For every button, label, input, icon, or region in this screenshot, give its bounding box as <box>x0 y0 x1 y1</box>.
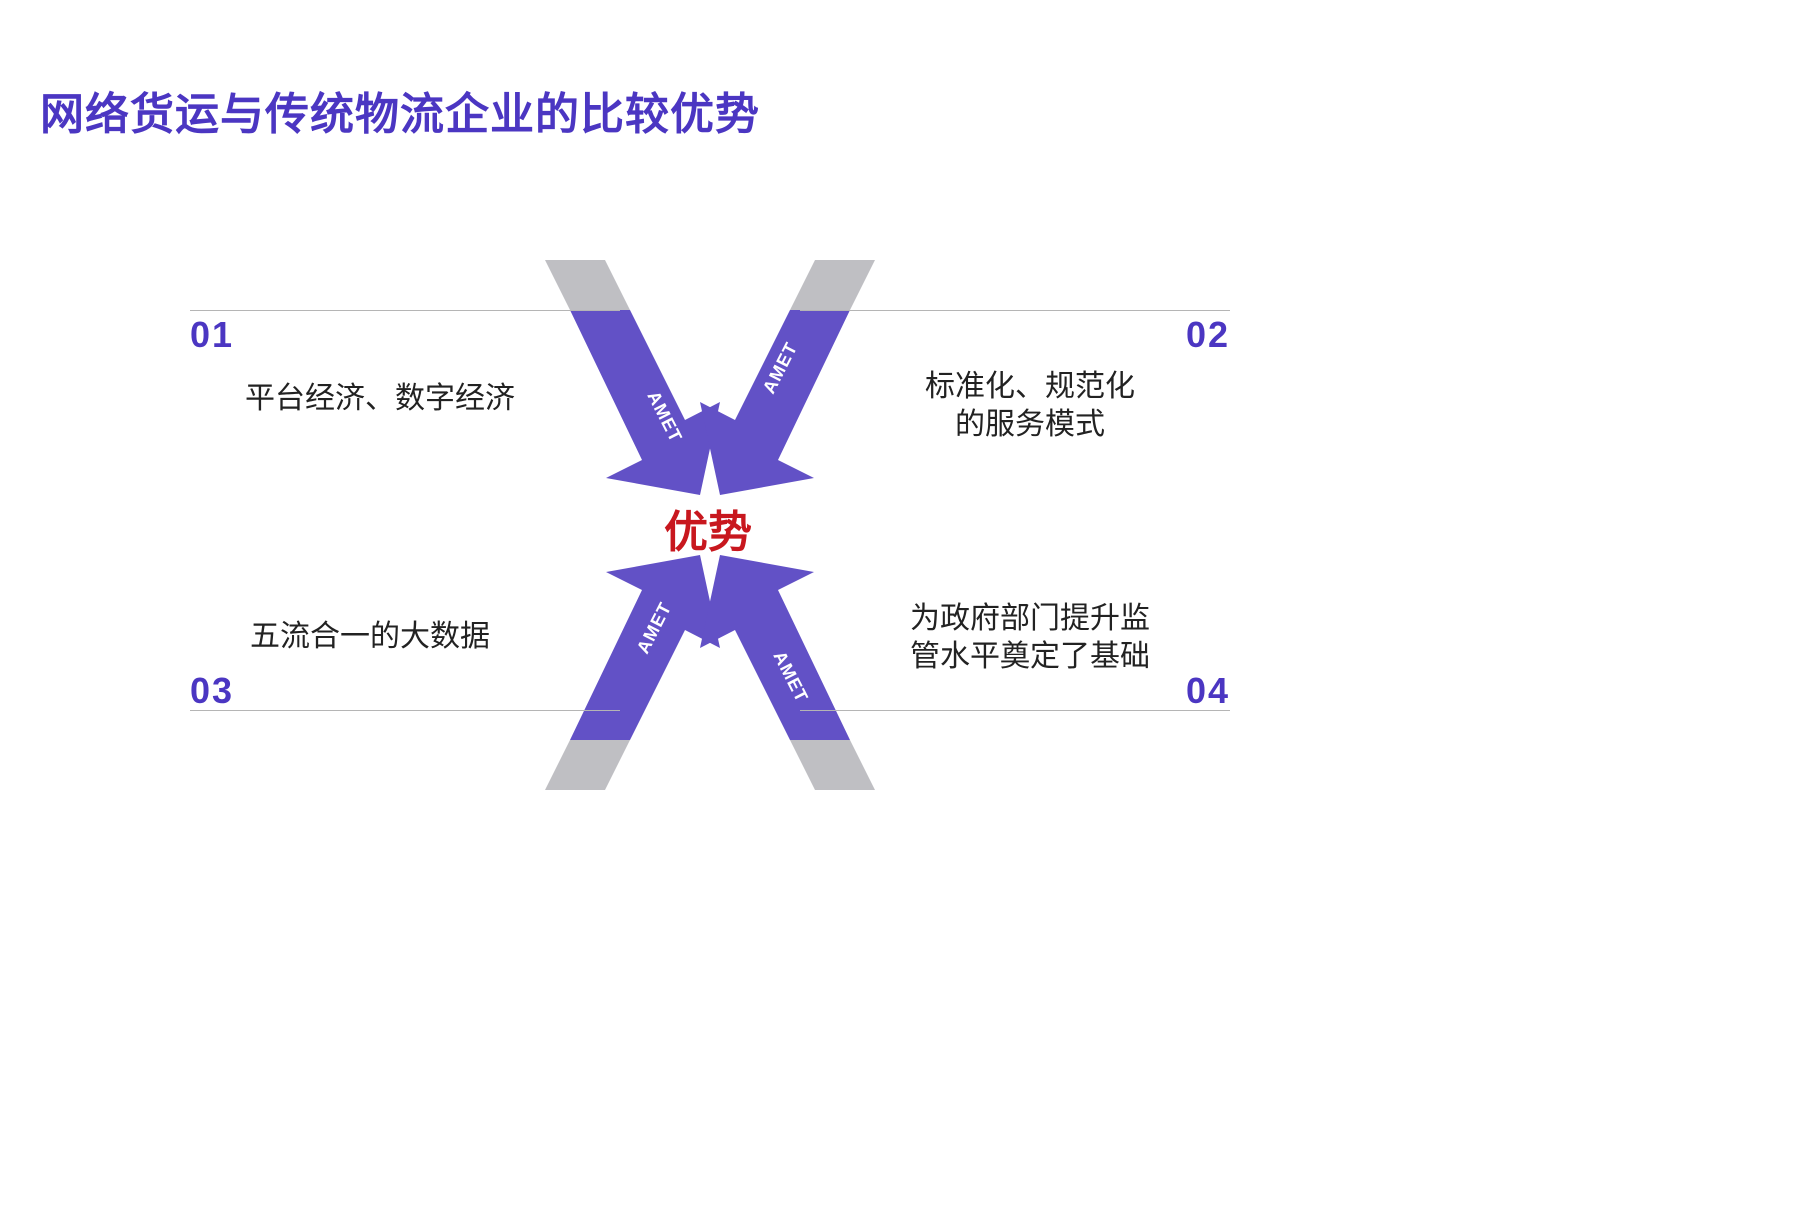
page-title: 网络货运与传统物流企业的比较优势 <box>40 78 760 142</box>
quadrant-number: 04 <box>1186 670 1230 712</box>
quadrant-number: 02 <box>1186 314 1230 356</box>
rule <box>800 310 1230 311</box>
advantages-diagram: AMET AMET AMET AMET <box>240 260 1180 790</box>
rule <box>190 310 620 311</box>
quadrant-text: 为政府部门提升监 管水平奠定了基础 <box>860 600 1200 675</box>
rule <box>800 710 1230 711</box>
slide: { "title": { "text": "网络货运与传统物流企业的比较优势",… <box>0 0 1818 1222</box>
quadrant-text: 平台经济、数字经济 <box>200 380 560 418</box>
quadrant-number: 03 <box>190 670 234 712</box>
quadrant-text: 标准化、规范化 的服务模式 <box>860 368 1200 443</box>
quadrant-text: 五流合一的大数据 <box>190 618 550 656</box>
center-label: 优势 <box>664 496 752 560</box>
quadrant-number: 01 <box>190 314 234 356</box>
rule <box>190 710 620 711</box>
